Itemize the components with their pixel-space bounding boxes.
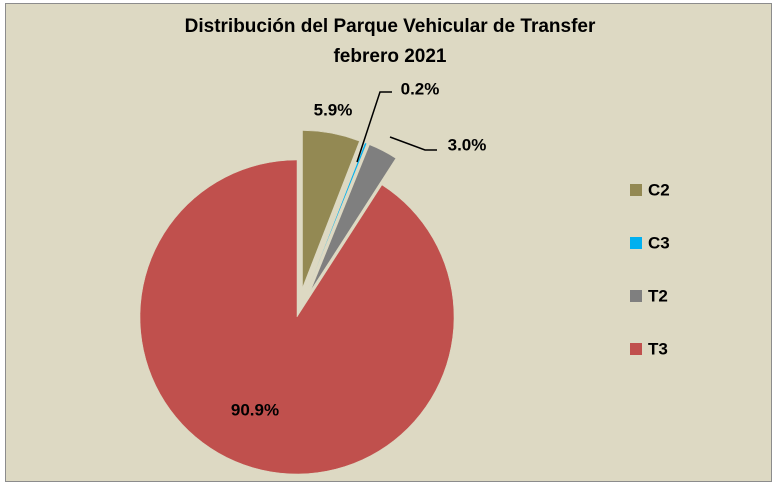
legend-swatch (630, 290, 642, 302)
legend-swatch (630, 237, 642, 249)
legend-label: C2 (648, 180, 670, 199)
data-label: 3.0% (448, 135, 487, 154)
pie-slice (302, 130, 360, 288)
leader-line (356, 91, 392, 163)
legend-label: C3 (648, 233, 670, 252)
chart-subtitle: febrero 2021 (333, 46, 446, 67)
chart-title: Distribución del Parque Vehicular de Tra… (185, 16, 596, 37)
pie-slice (310, 144, 397, 291)
pie-slice (307, 142, 368, 290)
legend-swatch (630, 184, 642, 196)
legend-label: T2 (648, 286, 668, 305)
legend-swatch (630, 343, 642, 355)
data-label: 90.9% (231, 400, 279, 419)
legend-label: T3 (648, 339, 668, 358)
pie-slice (139, 159, 455, 475)
data-label: 0.2% (401, 79, 440, 98)
data-label: 5.9% (314, 100, 353, 119)
leader-line (389, 136, 437, 151)
